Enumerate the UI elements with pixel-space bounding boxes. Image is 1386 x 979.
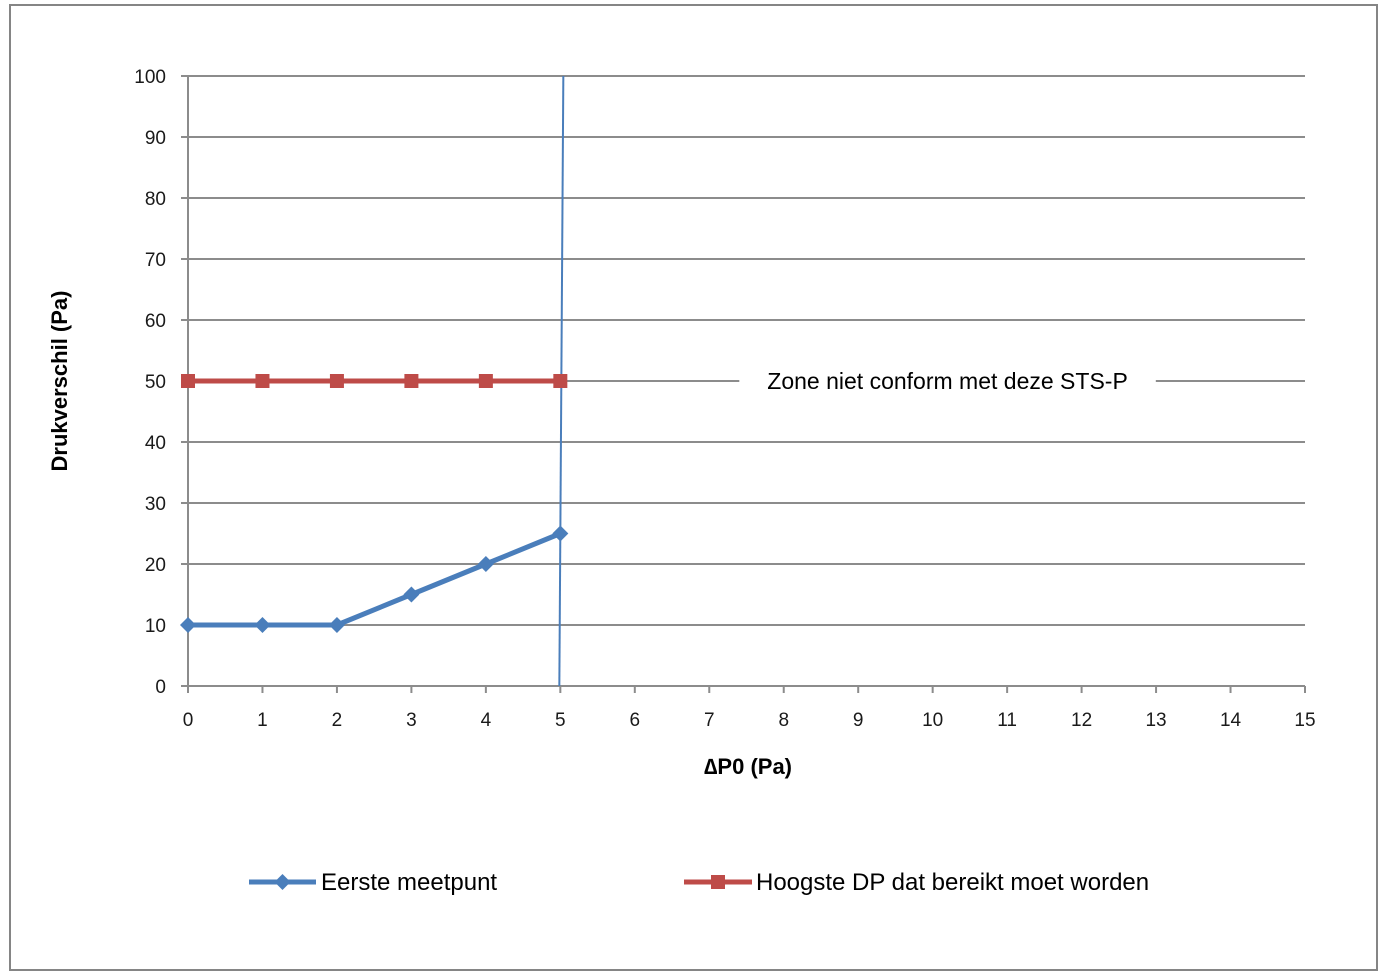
annotations: Zone niet conform met deze STS-P bbox=[558, 75, 1128, 687]
data-point bbox=[552, 525, 569, 542]
chart-frame bbox=[9, 4, 1378, 971]
x-axis-title: ∆P0 (Pa) bbox=[704, 754, 792, 779]
x-tick-label: 8 bbox=[778, 710, 789, 731]
y-tick-label: 80 bbox=[145, 189, 166, 210]
x-tick-label: 9 bbox=[853, 710, 864, 731]
data-point bbox=[255, 374, 270, 388]
y-tick-label: 60 bbox=[145, 311, 166, 332]
y-tick-label: 30 bbox=[145, 494, 166, 515]
data-point bbox=[403, 586, 420, 603]
data-point bbox=[180, 617, 196, 633]
legend-swatch-marker bbox=[711, 875, 725, 889]
data-point bbox=[329, 374, 344, 388]
y-tick-label: 10 bbox=[145, 616, 166, 637]
data-point bbox=[404, 374, 419, 388]
legend-item: Eerste meetpunt bbox=[249, 869, 497, 896]
data-point bbox=[254, 617, 271, 633]
x-tick-label: 5 bbox=[555, 710, 566, 731]
x-tick-label: 14 bbox=[1220, 710, 1242, 731]
x-tick-label: 10 bbox=[922, 710, 943, 731]
y-tick-label: 90 bbox=[145, 128, 166, 149]
y-tick-label: 0 bbox=[155, 677, 166, 698]
x-tick-label: 12 bbox=[1071, 710, 1092, 731]
data-point bbox=[553, 374, 568, 388]
legend: Eerste meetpunt Hoogste DP dat bereikt mo… bbox=[249, 869, 1149, 896]
x-tick-label: 6 bbox=[630, 710, 641, 731]
y-tick-label: 50 bbox=[145, 372, 166, 393]
legend-label: Hoogste DP dat bereikt moet worden bbox=[756, 869, 1149, 896]
data-point bbox=[478, 374, 493, 388]
x-tick-label: 3 bbox=[406, 710, 417, 731]
x-tick-label: 15 bbox=[1294, 710, 1315, 731]
legend-item: Hoogste DP dat bereikt moet worden bbox=[684, 869, 1149, 896]
legend-swatch-marker bbox=[274, 874, 291, 890]
y-tick-label: 70 bbox=[145, 250, 166, 271]
gridlines bbox=[188, 75, 1305, 626]
x-tick-label: 7 bbox=[704, 710, 715, 731]
y-axis-title: Drukverschil (Pa) bbox=[47, 291, 72, 472]
x-tick-label: 0 bbox=[183, 710, 194, 731]
x-tick-label: 2 bbox=[332, 710, 343, 731]
series-1 bbox=[180, 525, 569, 633]
data-point bbox=[328, 617, 345, 633]
y-tick-label: 100 bbox=[134, 67, 166, 88]
series bbox=[180, 374, 569, 633]
x-tick-label: 1 bbox=[257, 710, 268, 731]
data-point bbox=[181, 374, 195, 388]
y-tick-label: 20 bbox=[145, 555, 166, 576]
zone-annotation-label: Zone niet conform met deze STS-P bbox=[767, 368, 1128, 394]
axes bbox=[181, 75, 1306, 693]
series-line bbox=[185, 531, 563, 628]
x-tick-label: 4 bbox=[481, 710, 492, 731]
x-tick-label: 11 bbox=[997, 710, 1017, 731]
x-tick-label: 13 bbox=[1145, 710, 1166, 731]
y-tick-label: 40 bbox=[145, 433, 166, 454]
series-2 bbox=[181, 374, 568, 388]
data-point bbox=[477, 556, 494, 572]
legend-label: Eerste meetpunt bbox=[321, 869, 497, 896]
